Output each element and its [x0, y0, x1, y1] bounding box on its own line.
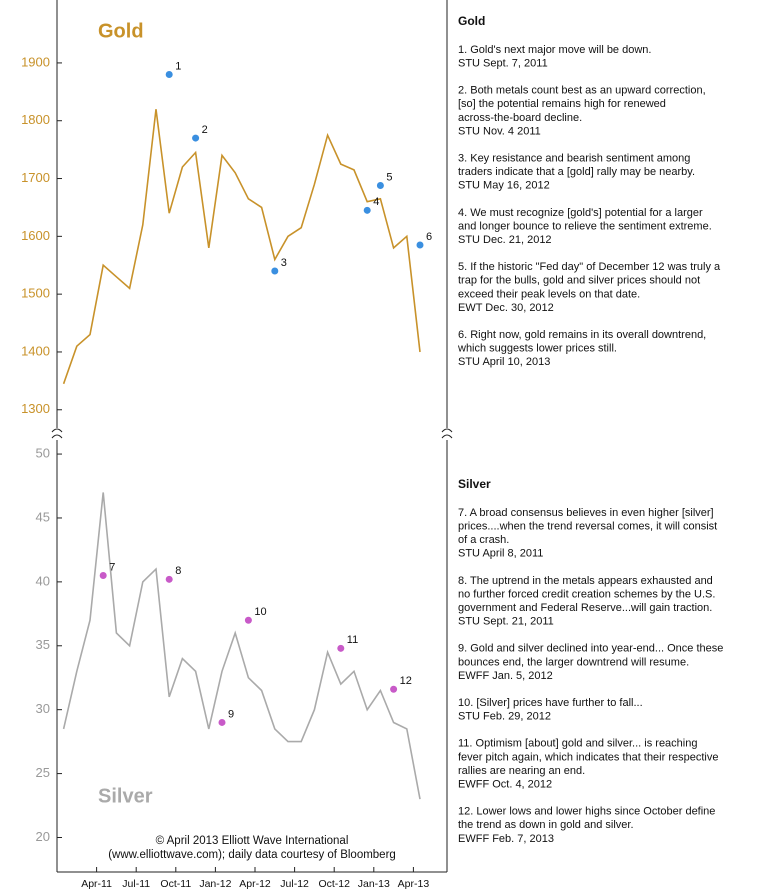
note-line: STU Feb. 29, 2012 [458, 711, 551, 723]
x-tick-label: Jul-11 [122, 878, 150, 890]
note-line: EWT Dec. 30, 2012 [458, 302, 554, 314]
frame [51, 0, 453, 873]
x-tick-label: Apr-11 [81, 878, 112, 890]
annotation-point [376, 181, 384, 189]
note-line: STU Sept. 21, 2011 [458, 616, 554, 628]
y-tick-label: 50 [36, 445, 50, 460]
note-line: of a crash. [458, 534, 509, 546]
annotation-label: 12 [400, 675, 412, 687]
x-tick-label: Jan-12 [199, 878, 231, 890]
annotation-point [363, 206, 371, 214]
note-line: no further forced credit creation scheme… [458, 588, 715, 600]
annotation-label: 7 [109, 561, 115, 573]
note-line: [so] the potential remains high for rene… [458, 98, 666, 110]
annotation-label: 6 [426, 231, 432, 243]
annotation-label: 8 [175, 565, 181, 577]
y-tick-label: 35 [36, 637, 50, 652]
price-line [62, 109, 421, 385]
annotation-label: 4 [373, 196, 379, 208]
y-tick-label: 25 [36, 765, 50, 780]
y-tick-label: 40 [36, 573, 50, 588]
note-line: traders indicate that a [gold] rally may… [458, 166, 695, 178]
y-tick-label: 20 [36, 829, 50, 844]
annotation-point [165, 575, 173, 583]
note-line: STU May 16, 2012 [458, 180, 550, 192]
annotation-point [244, 616, 252, 624]
annotation-point [192, 134, 200, 142]
annotation-label: 3 [281, 257, 287, 269]
note-line: 9. Gold and silver declined into year-en… [458, 643, 723, 655]
x-tick-label: Apr-13 [398, 878, 430, 890]
annotation-label: 1 [175, 60, 181, 72]
note-line: trap for the bulls, gold and silver pric… [458, 275, 700, 287]
panel-title: Gold [98, 20, 144, 42]
credit-note: © April 2013 Elliott Wave International [156, 835, 349, 847]
panel-title: Silver [98, 785, 153, 807]
annotation-label: 2 [202, 124, 208, 136]
price-line [62, 492, 421, 800]
annotation-point [337, 644, 345, 652]
annotation-label: 9 [228, 708, 234, 720]
y-tick-label: 1900 [21, 54, 50, 69]
note-line: EWFF Feb. 7, 2013 [458, 833, 554, 845]
x-tick-label: Jan-13 [358, 878, 390, 890]
y-tick-label: 1700 [21, 170, 50, 185]
note-line: 4. We must recognize [gold's] potential … [458, 207, 703, 219]
note-line: rallies are nearing an end. [458, 765, 585, 777]
note-line: EWFF Oct. 4, 2012 [458, 779, 552, 791]
x-tick-label: Jul-12 [280, 878, 309, 890]
note-line: across-the-board decline. [458, 112, 582, 124]
note-line: 11. Optimism [about] gold and silver... … [458, 738, 697, 750]
note-line: STU Dec. 21, 2012 [458, 234, 552, 246]
note-line: government and Federal Reserve...will ga… [458, 602, 712, 614]
note-line: the trend as down in gold and silver. [458, 819, 634, 831]
y-tick-label: 1300 [21, 401, 50, 416]
y-tick-label: 1600 [21, 228, 50, 243]
x-tick-label: Oct-12 [318, 878, 350, 890]
note-line: 10. [Silver] prices have further to fall… [458, 697, 643, 709]
note-line: which suggests lower prices still. [457, 343, 617, 355]
y-tick-label: 1800 [21, 112, 50, 127]
annotation-point [165, 70, 173, 78]
annotation-label: 11 [347, 634, 358, 646]
annotation-label: 10 [254, 606, 266, 618]
note-line: 2. Both metals count best as an upward c… [458, 85, 706, 97]
notes-heading: Gold [458, 14, 485, 28]
credit-note: (www.elliottwave.com); daily data courte… [108, 849, 396, 861]
note-line: STU April 10, 2013 [458, 356, 550, 368]
note-line: 12. Lower lows and lower highs since Oct… [458, 806, 715, 818]
note-line: STU April 8, 2011 [458, 548, 543, 560]
annotation-point [416, 241, 424, 249]
y-tick-label: 1400 [21, 343, 50, 358]
note-line: STU Nov. 4 2011 [458, 125, 541, 137]
note-line: 1. Gold's next major move will be down. [458, 44, 651, 56]
note-line: 8. The uptrend in the metals appears exh… [458, 575, 713, 587]
note-line: and longer bounce to relieve the sentime… [458, 220, 712, 232]
note-line: 5. If the historic "Fed day" of December… [458, 261, 721, 273]
note-line: fever pitch again, which indicates that … [458, 751, 718, 763]
annotation-point [271, 267, 279, 275]
y-tick-label: 1500 [21, 286, 50, 301]
annotation-point [99, 571, 107, 579]
note-line: prices....when the trend reversal comes,… [458, 521, 717, 533]
note-line: 3. Key resistance and bearish sentiment … [458, 153, 690, 165]
x-tick-label: Apr-12 [239, 878, 271, 890]
y-tick-label: 45 [36, 509, 50, 524]
annotation-point [390, 685, 398, 693]
annotation-label: 5 [386, 171, 392, 183]
x-tick-label: Oct-11 [160, 878, 191, 890]
note-line: bounces end, the larger downtrend will r… [458, 656, 689, 668]
notes-heading: Silver [458, 477, 491, 491]
note-line: EWFF Jan. 5, 2012 [458, 670, 553, 682]
note-line: 7. A broad consensus believes in even hi… [458, 507, 714, 519]
note-line: exceed their peak levels on that date. [458, 288, 640, 300]
y-tick-label: 30 [36, 701, 50, 716]
note-line: 6. Right now, gold remains in its overal… [458, 329, 706, 341]
note-line: STU Sept. 7, 2011 [458, 58, 548, 70]
annotation-point [218, 718, 226, 726]
